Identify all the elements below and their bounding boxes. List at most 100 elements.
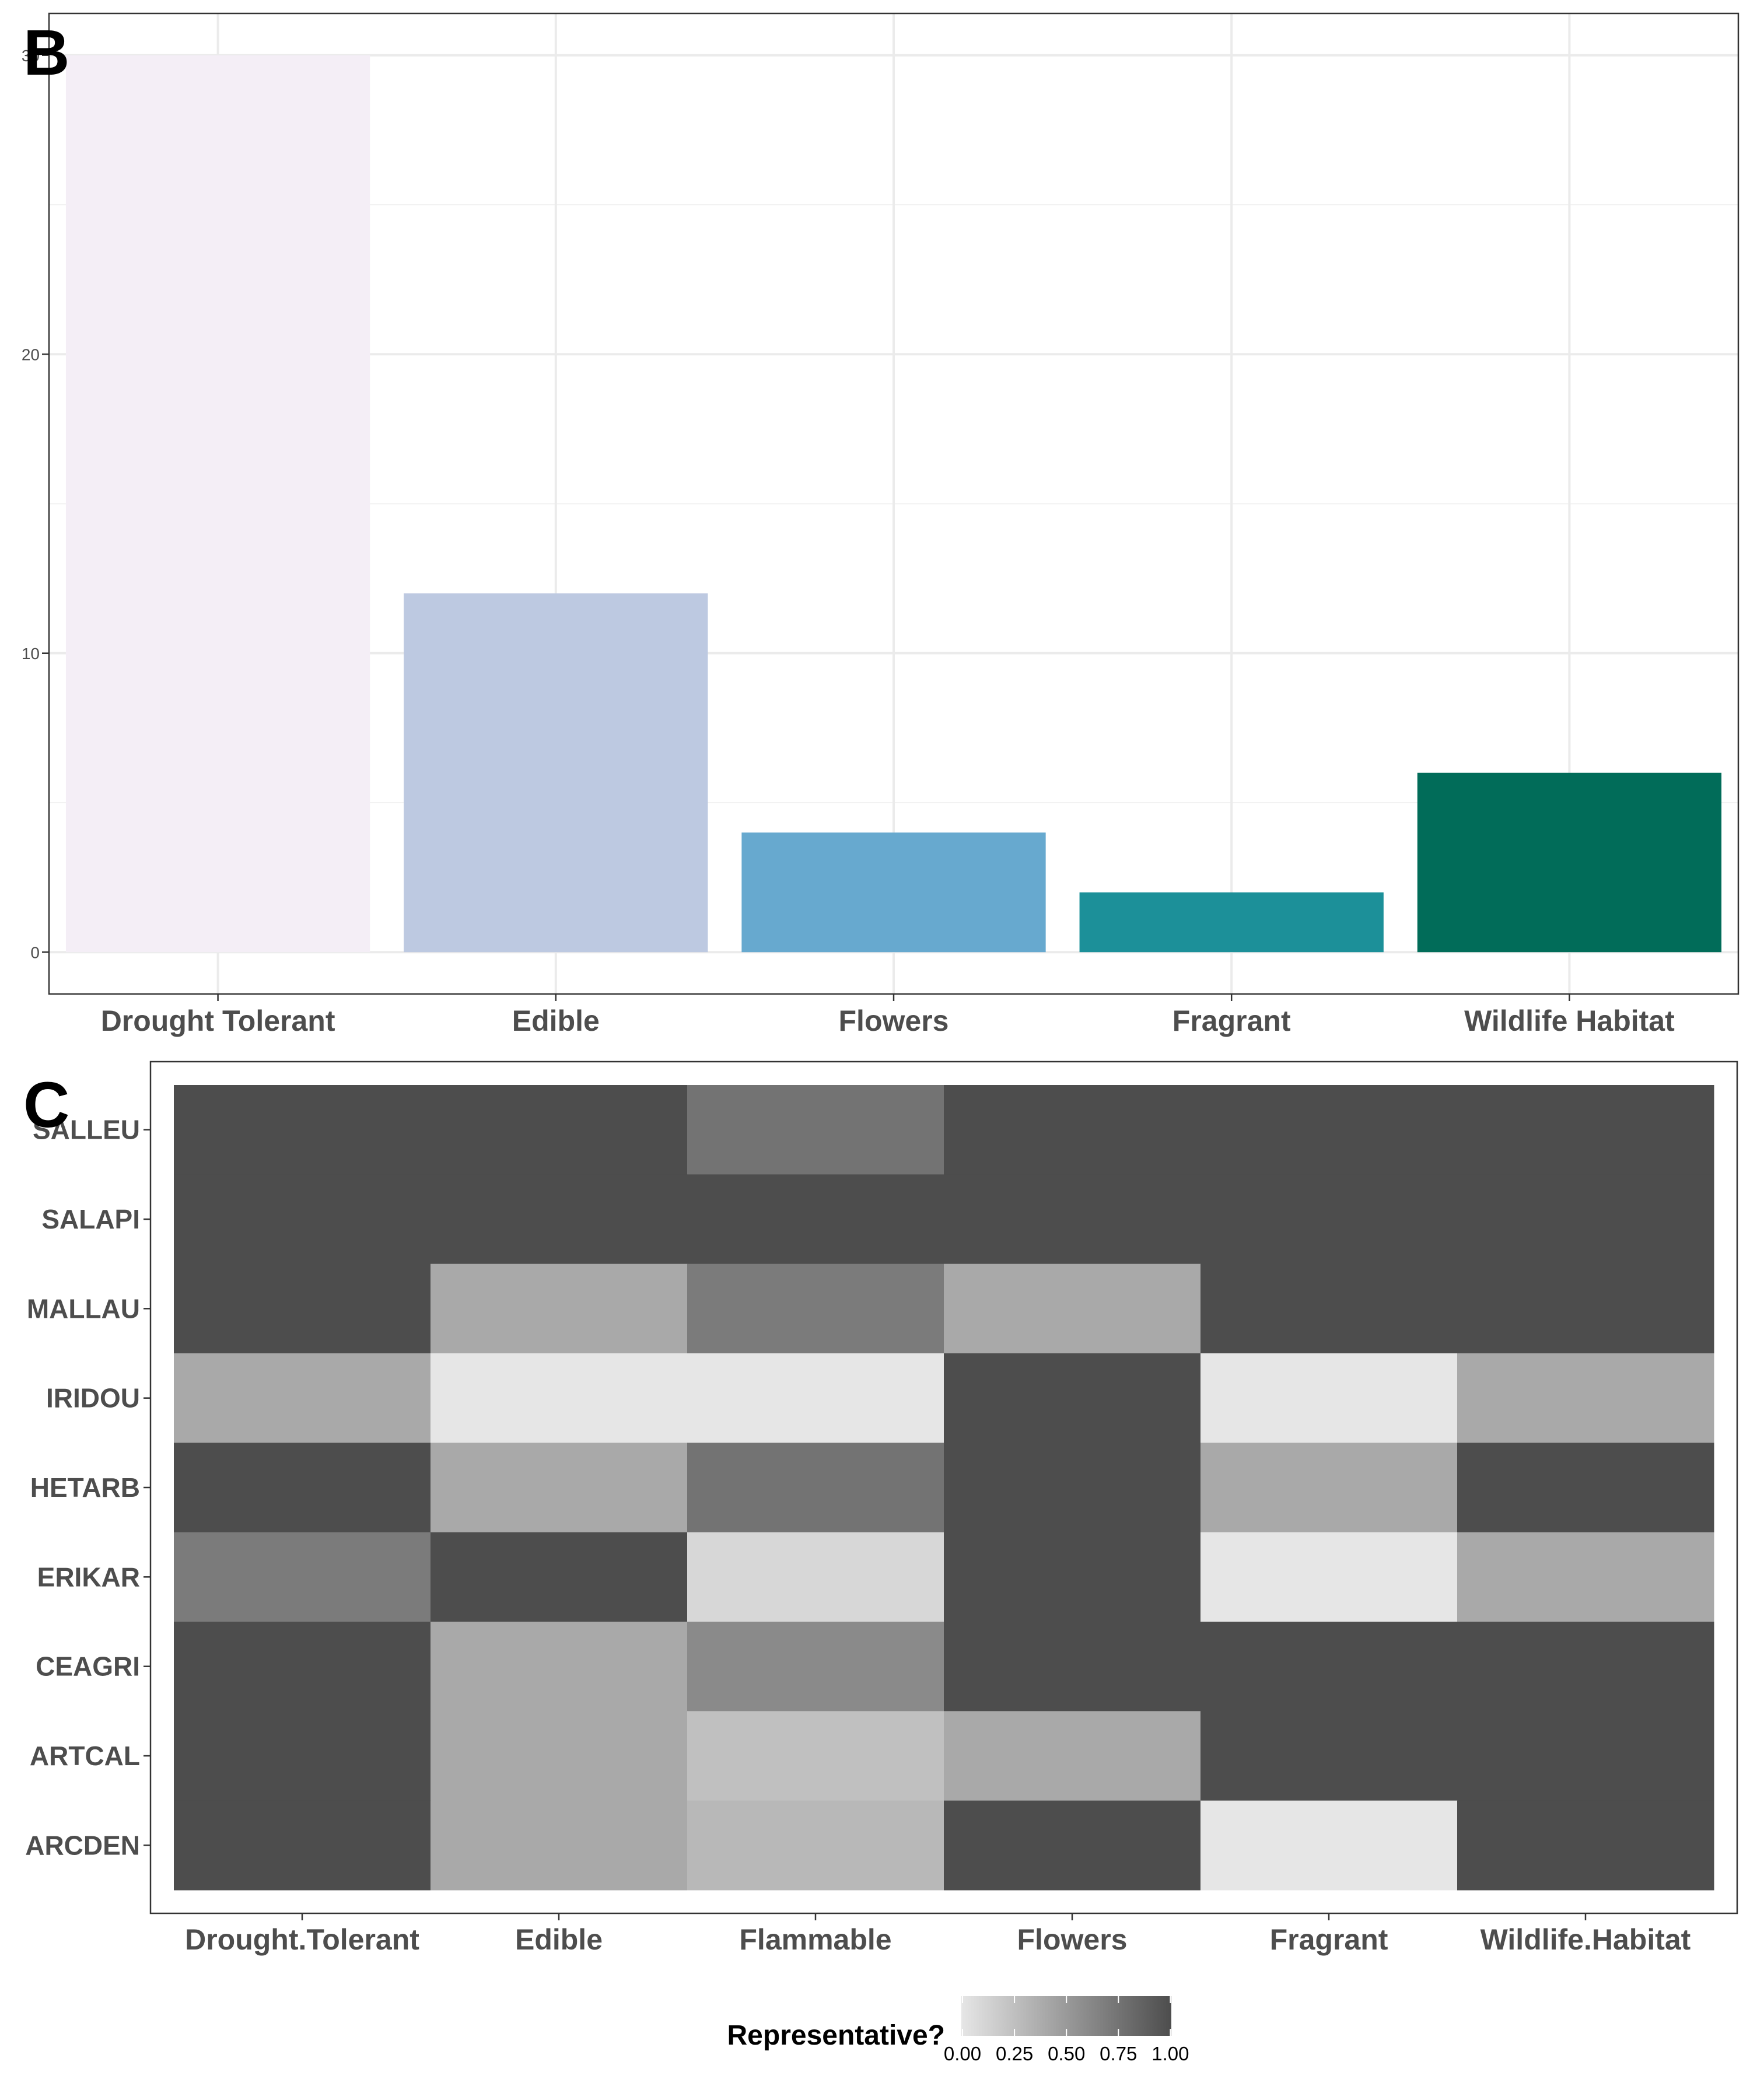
x-tick-label: Drought Tolerant <box>101 1005 335 1037</box>
legend-tick-label: 0.25 <box>996 2043 1033 2064</box>
row-tick-label: HETARB <box>30 1472 140 1503</box>
heatmap-cell <box>1457 1264 1714 1354</box>
row-tick-label: SALAPI <box>41 1204 140 1234</box>
heatmap-cell <box>430 1622 688 1712</box>
y-tick-label: 0 <box>30 943 40 961</box>
heatmap-cell <box>944 1532 1201 1622</box>
heatmap-cell <box>174 1532 431 1622</box>
heatmap-cell <box>1457 1532 1714 1622</box>
bar <box>1079 892 1384 953</box>
heatmap-cell <box>1457 1174 1714 1265</box>
heatmap-cell <box>1200 1174 1458 1265</box>
x-tick-label: Edible <box>512 1005 600 1037</box>
heatmap-cell <box>430 1443 688 1533</box>
heatmap-cell <box>944 1622 1201 1712</box>
heatmap-cell <box>1200 1711 1458 1801</box>
heatmap-cell <box>1457 1711 1714 1801</box>
heatmap-cell <box>1457 1353 1714 1443</box>
bar-chart-panel: 0 10 20 30 Drought Tolerant Edible Flowers Fra… <box>22 12 1740 1037</box>
heatmap-cell <box>1457 1443 1714 1533</box>
heatmap-cell <box>174 1085 431 1175</box>
heatmap-cell <box>687 1800 944 1891</box>
heatmap-cell <box>430 1085 688 1175</box>
heatmap-cell <box>1200 1622 1458 1712</box>
x-tick-label: Flowers <box>839 1005 949 1037</box>
legend-title: Representative? <box>727 2020 945 2051</box>
heatmap-legend: Representative? 0.00 0.25 0.50 0.75 1.00 <box>727 1996 1189 2064</box>
heatmap-cell <box>430 1264 688 1354</box>
heatmap-cell <box>687 1085 944 1175</box>
heatmap-y-axis: SALLEU SALAPI MALLAU IRIDOU HETARB ERIKAR CEAG… <box>25 1115 150 1860</box>
heatmap-cell <box>174 1264 431 1354</box>
heatmap-cell <box>687 1622 944 1712</box>
heatmap-cell <box>174 1622 431 1712</box>
bar <box>1417 772 1722 953</box>
bar <box>741 832 1046 953</box>
row-tick-label: MALLAU <box>27 1293 140 1324</box>
heatmap-cell <box>1457 1800 1714 1891</box>
y-tick-label: 20 <box>22 345 40 363</box>
heatmap-cell <box>1200 1800 1458 1891</box>
row-tick-label: ARTCAL <box>30 1741 140 1771</box>
legend-tick-label: 0.75 <box>1100 2043 1137 2064</box>
column-tick-label: Drought.Tolerant <box>185 1923 419 1956</box>
heatmap-cell <box>430 1532 688 1622</box>
column-tick-label: Edible <box>515 1923 603 1956</box>
heatmap-cell <box>174 1174 431 1265</box>
heatmap-cell <box>430 1174 688 1265</box>
heatmap-cell <box>687 1264 944 1354</box>
legend-ticks: 0.00 0.25 0.50 0.75 1.00 <box>944 1996 1189 2064</box>
heatmap-cell <box>687 1711 944 1801</box>
heatmap-cell <box>174 1800 431 1891</box>
heatmap-cell <box>1200 1085 1458 1175</box>
y-tick-label: 30 <box>22 47 40 65</box>
legend-tick-label: 1.00 <box>1152 2043 1189 2064</box>
bar-chart-bars <box>65 55 1722 953</box>
bar-chart-x-axis: Drought Tolerant Edible Flowers Fragrant Wil… <box>101 994 1675 1037</box>
heatmap-panel: SALLEU SALAPI MALLAU IRIDOU HETARB ERIKAR CEAG… <box>23 1060 1738 1956</box>
bar-chart-y-axis: 0 10 20 30 <box>22 47 49 961</box>
row-tick-label: IRIDOU <box>46 1383 140 1413</box>
heatmap-cell <box>944 1085 1201 1175</box>
column-tick-label: Wildlife.Habitat <box>1480 1923 1691 1956</box>
heatmap-cell <box>174 1443 431 1533</box>
legend-tick-label: 0.50 <box>1048 2043 1085 2064</box>
heatmap-cell <box>430 1353 688 1443</box>
column-tick-label: Flowers <box>1017 1923 1128 1956</box>
heatmap-cell <box>687 1353 944 1443</box>
heatmap-cell <box>687 1532 944 1622</box>
column-tick-label: Flammable <box>739 1923 891 1956</box>
bar <box>65 55 370 953</box>
row-tick-label: ERIKAR <box>37 1562 140 1592</box>
heatmap-cell <box>430 1711 688 1801</box>
heatmap-cell <box>944 1711 1201 1801</box>
heatmap-cell <box>1457 1085 1714 1175</box>
x-tick-label: Fragrant <box>1172 1005 1291 1037</box>
heatmap-cell <box>944 1174 1201 1265</box>
bar <box>404 593 708 953</box>
heatmap-cell <box>687 1174 944 1265</box>
heatmap-cell <box>944 1264 1201 1354</box>
heatmap-cell <box>174 1711 431 1801</box>
row-tick-label: CEAGRI <box>36 1651 140 1682</box>
heatmap-cell <box>430 1800 688 1891</box>
heatmap-cell <box>944 1353 1201 1443</box>
legend-tick-label: 0.00 <box>944 2043 981 2064</box>
panel-label-b: B <box>23 17 69 89</box>
heatmap-cell <box>1200 1532 1458 1622</box>
heatmap-cell <box>1200 1353 1458 1443</box>
heatmap-cell <box>1457 1622 1714 1712</box>
column-tick-label: Fragrant <box>1270 1923 1388 1956</box>
row-tick-label: ARCDEN <box>25 1830 140 1860</box>
heatmap-cell <box>1200 1264 1458 1354</box>
x-tick-label: Wildlife Habitat <box>1464 1005 1675 1037</box>
heatmap-cell <box>944 1443 1201 1533</box>
heatmap-cell <box>944 1800 1201 1891</box>
y-tick-label: 10 <box>22 645 40 663</box>
panel-label-c: C <box>23 1069 69 1141</box>
heatmap-cell <box>174 1353 431 1443</box>
heatmap-cell <box>687 1443 944 1533</box>
row-tick-label: SALLEU <box>33 1115 140 1145</box>
heatmap-cells <box>174 1085 1714 1891</box>
